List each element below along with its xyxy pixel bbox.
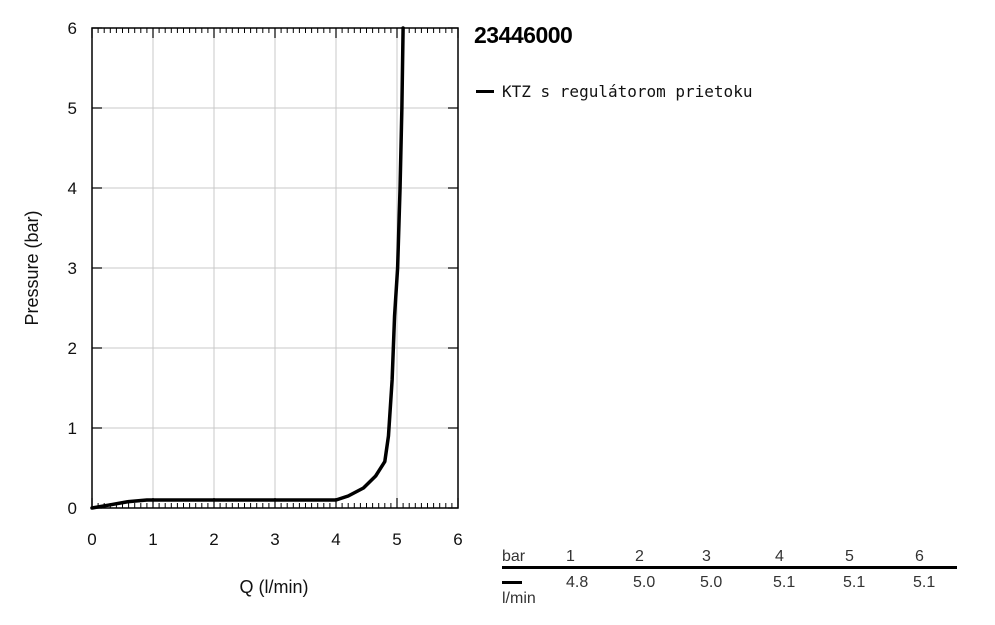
plot-area-frame bbox=[91, 27, 459, 509]
y-tick-label: 3 bbox=[68, 259, 77, 278]
x-tick-label: 1 bbox=[148, 530, 157, 549]
y-tick-label: 6 bbox=[68, 19, 77, 38]
pressure-unit-label: bar bbox=[502, 548, 526, 565]
chart-title: 23446000 bbox=[474, 22, 573, 48]
flow-table-values-row: 4.8 5.0 5.0 5.1 5.1 5.1 bbox=[502, 574, 957, 594]
y-tick-label: 5 bbox=[68, 99, 77, 118]
flow-value: 5.0 bbox=[700, 574, 723, 591]
y-tick-label: 1 bbox=[68, 419, 77, 438]
pressure-value: 4 bbox=[775, 548, 784, 565]
y-tick-label: 2 bbox=[68, 339, 77, 358]
flow-value: 5.1 bbox=[843, 574, 866, 591]
x-tick-label: 5 bbox=[392, 530, 401, 549]
y-tick-label: 0 bbox=[68, 499, 77, 518]
legend-swatch bbox=[476, 90, 494, 93]
y-axis-tick-labels: 0 1 2 3 4 5 6 bbox=[68, 19, 77, 518]
x-axis-tick-labels: 0 1 2 3 4 5 6 bbox=[87, 530, 462, 549]
flow-unit-label: l/min bbox=[502, 590, 536, 607]
pressure-value: 6 bbox=[915, 548, 924, 565]
flow-rate-table: bar 1 2 3 4 5 6 4.8 5.0 5.0 5.1 5.1 5.1 … bbox=[502, 546, 957, 610]
flow-value: 4.8 bbox=[566, 574, 589, 591]
flow-table-header-row: bar 1 2 3 4 5 6 bbox=[502, 548, 957, 568]
legend-label: KTZ s regulátorom prietoku bbox=[502, 82, 753, 101]
flow-value: 5.1 bbox=[773, 574, 796, 591]
x-tick-label: 0 bbox=[87, 530, 96, 549]
pressure-value: 5 bbox=[845, 548, 854, 565]
x-tick-label: 3 bbox=[270, 530, 279, 549]
pressure-value: 2 bbox=[635, 548, 644, 565]
flow-value: 5.0 bbox=[633, 574, 656, 591]
y-tick-label: 4 bbox=[68, 179, 77, 198]
flow-value: 5.1 bbox=[913, 574, 936, 591]
x-tick-label: 6 bbox=[453, 530, 462, 549]
x-tick-label: 4 bbox=[331, 530, 340, 549]
y-axis-label: Pressure (bar) bbox=[22, 210, 42, 325]
flow-table-divider bbox=[502, 566, 957, 569]
series-line-ktz bbox=[90, 26, 405, 510]
flow-table-series-swatch bbox=[502, 581, 522, 584]
x-axis-label: Q (l/min) bbox=[240, 577, 309, 597]
pressure-value: 1 bbox=[566, 548, 575, 565]
legend: KTZ s regulátorom prietoku bbox=[476, 82, 752, 101]
x-tick-label: 2 bbox=[209, 530, 218, 549]
pressure-value: 3 bbox=[702, 548, 711, 565]
